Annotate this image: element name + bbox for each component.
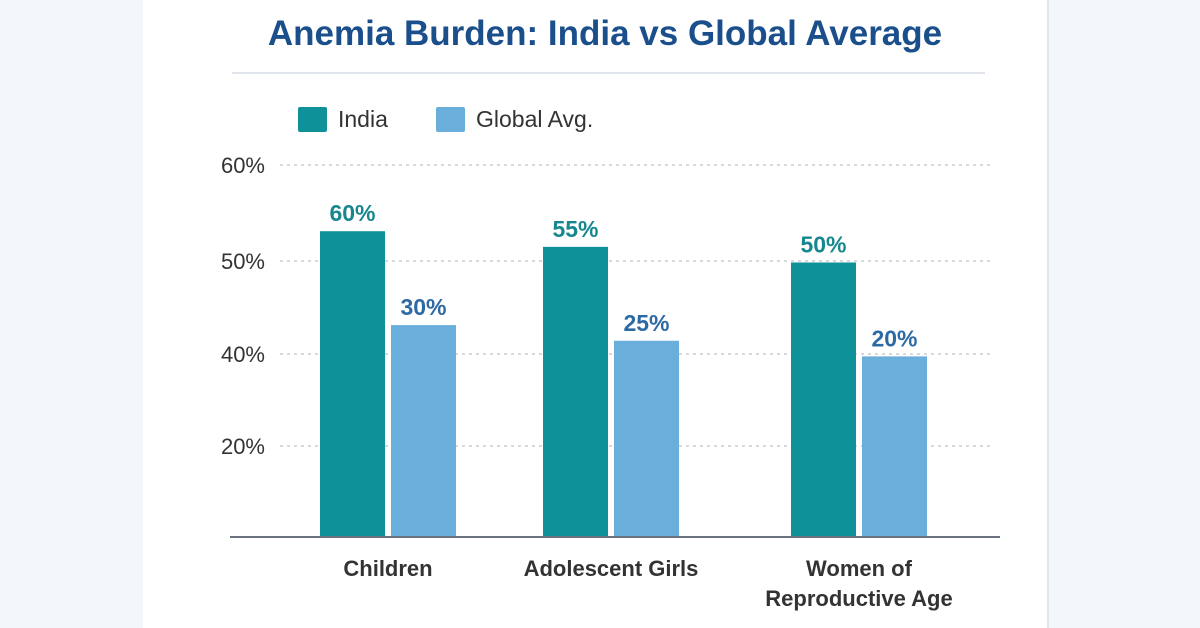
legend-swatch-india <box>298 107 327 132</box>
category-label: Adolescent Girls <box>524 556 699 581</box>
legend-item-global: Global Avg. <box>436 106 593 133</box>
data-label: 55% <box>552 216 598 242</box>
legend-label-global: Global Avg. <box>476 106 594 132</box>
y-tick-label: 20% <box>221 434 265 459</box>
category-label: Reproductive Age <box>765 586 952 611</box>
legend-swatch-global <box>436 107 465 132</box>
legend-label-india: India <box>338 106 388 132</box>
bar-india <box>543 246 608 537</box>
category-label: Women of <box>806 556 913 581</box>
bar-global <box>614 340 679 537</box>
data-label: 30% <box>400 294 446 320</box>
data-label: 25% <box>623 310 669 336</box>
bar-india <box>320 231 385 537</box>
legend-item-india: India <box>298 106 388 133</box>
category-label: Children <box>343 556 432 581</box>
data-label: 20% <box>871 325 917 351</box>
data-label: 50% <box>800 232 846 258</box>
bar-global <box>862 356 927 537</box>
y-tick-label: 60% <box>221 153 265 178</box>
y-tick-label: 40% <box>221 342 265 367</box>
data-label: 60% <box>329 200 375 226</box>
bar-global <box>391 325 456 537</box>
title-divider <box>232 72 985 74</box>
y-tick-label: 50% <box>221 249 265 274</box>
chart-title: Anemia Burden: India vs Global Average <box>267 14 943 53</box>
bar-india <box>791 262 856 537</box>
